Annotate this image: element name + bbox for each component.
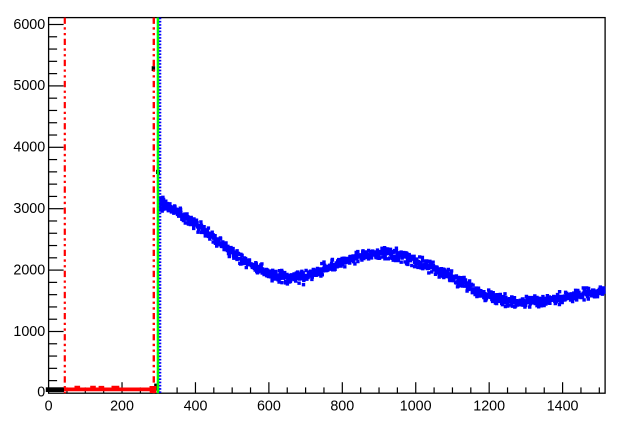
svg-text:400: 400 [184,398,208,414]
svg-text:1400: 1400 [547,398,579,414]
svg-text:1000: 1000 [13,324,45,340]
svg-text:2000: 2000 [13,262,45,278]
svg-text:800: 800 [330,398,354,414]
svg-text:3000: 3000 [13,201,45,217]
svg-text:6000: 6000 [13,17,45,33]
svg-text:1200: 1200 [473,398,505,414]
svg-text:200: 200 [110,398,134,414]
svg-text:5000: 5000 [13,78,45,94]
svg-text:1000: 1000 [400,398,432,414]
svg-text:0: 0 [45,398,53,414]
svg-text:4000: 4000 [13,140,45,156]
svg-text:600: 600 [257,398,281,414]
svg-text:0: 0 [37,385,45,401]
